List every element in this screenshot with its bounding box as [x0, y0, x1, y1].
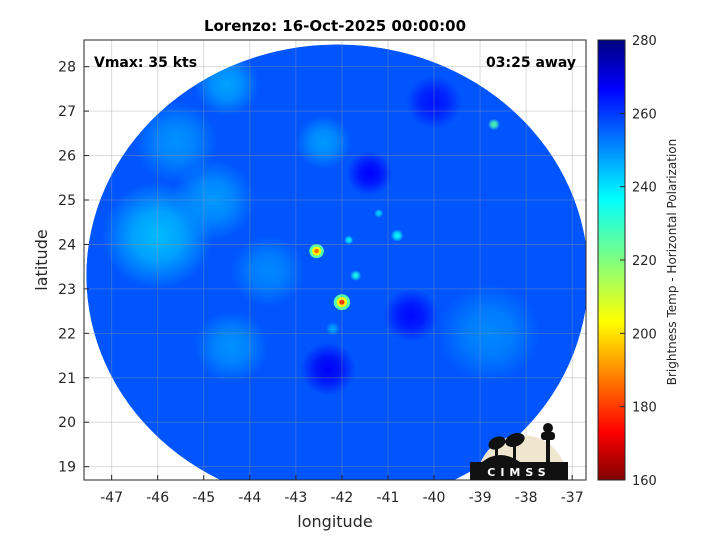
x-tick-label: -42 [330, 490, 353, 506]
colorbar-tick-label: 240 [632, 181, 657, 196]
hot-spot-core [339, 299, 345, 305]
brightness-feature [374, 208, 384, 218]
y-tick-label: 19 [58, 460, 76, 476]
brightness-feature [295, 115, 352, 169]
colorbar-ticks: 160 180 200 220 240 260 280 [620, 34, 657, 489]
brightness-feature [383, 288, 439, 343]
x-axis-label: longitude [297, 512, 372, 531]
brightness-feature [194, 311, 269, 383]
brightness-feature [406, 75, 462, 129]
brightness-feature [438, 284, 540, 383]
y-axis-ticks: 19 20 21 22 23 24 25 26 27 28 [58, 60, 89, 476]
x-tick-label: -46 [146, 490, 169, 506]
logo-text: CIMSS [487, 466, 550, 479]
colorbar-tick-label: 180 [632, 401, 657, 416]
colorbar: 160 180 200 220 240 260 280 Brightness Temp - … [597, 34, 679, 489]
logo-building-icon [482, 423, 555, 462]
brightness-feature [487, 118, 500, 131]
brightness-feature [171, 160, 255, 240]
y-axis-label: latitude [32, 229, 51, 290]
x-tick-label: -45 [192, 490, 215, 506]
colorbar-tick-label: 160 [632, 474, 657, 489]
brightness-features [102, 44, 540, 396]
hot-spot-core [314, 248, 319, 254]
brightness-feature [231, 235, 306, 307]
x-tick-label: -43 [284, 490, 307, 506]
y-tick-label: 23 [58, 282, 76, 298]
vmax-label: Vmax: 35 kts [94, 55, 197, 71]
y-tick-label: 24 [58, 237, 76, 253]
brightness-feature [390, 229, 404, 242]
time-away-label: 03:25 away [486, 55, 576, 71]
plot-frame [83, 39, 587, 481]
grid-overlay [84, 40, 586, 480]
brightness-feature [350, 270, 362, 281]
x-tick-label: -47 [100, 490, 123, 506]
brightness-feature [134, 102, 218, 183]
x-tick-label: -41 [377, 490, 400, 506]
y-tick-label: 27 [58, 104, 76, 120]
brightness-feature [344, 235, 354, 245]
x-tick-label: -38 [515, 490, 538, 506]
x-tick-label: -40 [423, 490, 446, 506]
colorbar-tick-label: 280 [632, 34, 657, 49]
chart-title: Lorenzo: 16-Oct-2025 00:00:00 [204, 17, 466, 35]
y-tick-label: 21 [58, 371, 76, 387]
logo-banner [470, 462, 568, 480]
x-axis-ticks: -47 -46 -45 -44 -43 -42 -41 -40 -39 -38 -37 [100, 475, 584, 506]
colorbar-tick-label: 220 [632, 254, 657, 269]
y-tick-label: 20 [58, 415, 76, 431]
brightness-feature [325, 322, 340, 336]
cimss-logo: CIMSS [470, 423, 568, 480]
y-tick-label: 22 [58, 326, 76, 342]
x-tick-label: -37 [561, 490, 584, 506]
y-tick-label: 28 [58, 60, 76, 76]
x-tick-label: -39 [469, 490, 492, 506]
brightness-feature [300, 342, 356, 396]
colorbar-label: Brightness Temp - Horizontal Polarizatio… [665, 139, 679, 386]
colorbar-tick-label: 200 [632, 327, 657, 342]
brightness-feature [346, 151, 393, 196]
y-tick-label: 25 [58, 193, 76, 209]
plot-area: -47 -46 -45 -44 -43 -42 -41 -40 -39 -38 -37 19 20 21… [58, 39, 587, 506]
x-tick-label: -44 [238, 490, 261, 506]
colorbar-tick-label: 260 [632, 107, 657, 122]
swath-layer [86, 44, 586, 480]
y-tick-label: 26 [58, 149, 76, 165]
